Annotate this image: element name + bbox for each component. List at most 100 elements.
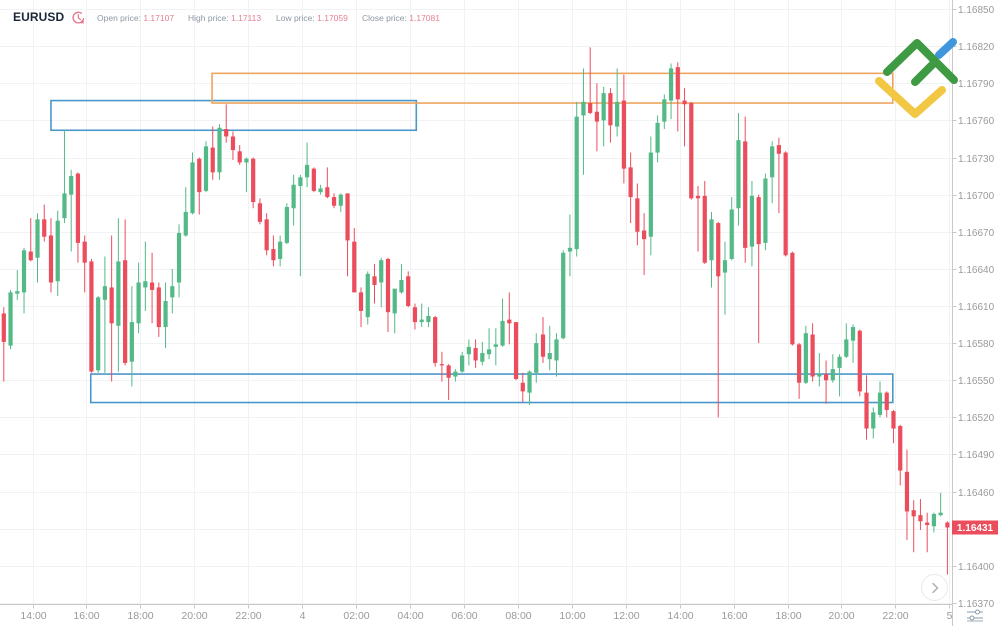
- candle-body: [628, 167, 633, 198]
- candle-body: [722, 260, 728, 273]
- candle-bearish: [790, 251, 795, 346]
- candle-bullish: [69, 169, 74, 252]
- candle-bearish: [857, 329, 862, 397]
- candle-body: [931, 513, 937, 527]
- candle-bearish: [689, 101, 694, 200]
- candle-body: [358, 292, 364, 311]
- candle-bullish: [648, 136, 653, 256]
- candle-bearish: [352, 228, 357, 293]
- low-price-label: Low price:: [276, 13, 315, 23]
- candle-body: [844, 339, 849, 357]
- candle-bullish: [877, 381, 883, 418]
- candle-body: [392, 288, 397, 314]
- candle-bearish: [797, 343, 802, 399]
- candle-bullish: [655, 115, 660, 163]
- candle-bullish: [143, 241, 148, 311]
- candle-body: [123, 260, 128, 363]
- candle-body: [554, 339, 559, 361]
- candle-bullish: [871, 407, 876, 439]
- clock-icon[interactable]: [71, 10, 86, 25]
- candle-bearish: [257, 198, 263, 225]
- time-tick-label: 18:00: [775, 610, 801, 622]
- candle-body: [581, 101, 586, 116]
- candle-bearish: [372, 263, 377, 304]
- candle-bearish: [621, 74, 626, 184]
- candle-body: [857, 330, 862, 392]
- time-tick-label: 04:00: [397, 610, 423, 622]
- candle-body: [898, 426, 903, 471]
- time-tick-label: 20:00: [181, 610, 207, 622]
- candle-body: [433, 317, 438, 363]
- candle-body: [109, 287, 114, 324]
- candle-body: [817, 374, 822, 377]
- time-tick-label: 22:00: [235, 610, 261, 622]
- open-price-label: Open price:: [97, 13, 141, 23]
- price-tick-label: 1.16850: [958, 5, 995, 16]
- candle-bearish: [412, 303, 418, 330]
- candle-bullish: [668, 63, 674, 120]
- support-zone[interactable]: [89, 373, 894, 404]
- candle-bullish: [379, 257, 384, 308]
- candle-body: [655, 122, 660, 153]
- candle-bearish: [695, 185, 701, 252]
- candle-body: [352, 241, 357, 293]
- candle-bullish: [116, 218, 121, 372]
- candle-bullish: [244, 157, 249, 193]
- time-axis[interactable]: 14:00 16:00 18:00 20:00 22:00 4 02:00 04:00 06:0…: [20, 610, 952, 622]
- candle-bullish: [581, 68, 586, 175]
- candle-body: [291, 184, 296, 209]
- candle-bearish: [810, 323, 815, 382]
- resistance-zone-left[interactable]: [50, 99, 418, 132]
- time-tick-label: 4: [300, 610, 306, 622]
- candle-bullish: [365, 271, 370, 325]
- scroll-to-latest-button[interactable]: [921, 574, 948, 601]
- candle-bearish: [588, 47, 593, 115]
- candle-body: [904, 471, 910, 512]
- close-price-value: 1.17081: [409, 13, 440, 23]
- candle-body: [770, 146, 775, 178]
- candle-body: [918, 515, 923, 522]
- candle-bearish: [594, 83, 600, 152]
- candle-body: [695, 195, 701, 199]
- candle-body: [716, 223, 721, 277]
- candle-body: [264, 219, 269, 251]
- candle-bearish: [82, 235, 87, 293]
- candle-bullish: [480, 341, 485, 366]
- candle-bearish: [446, 364, 451, 401]
- candle-body: [149, 282, 155, 290]
- candle-body: [473, 348, 478, 361]
- candle-bullish: [453, 369, 458, 382]
- candle-body: [372, 276, 377, 285]
- candle-bullish: [55, 210, 60, 297]
- candle-body: [69, 176, 74, 195]
- chart-settings-button[interactable]: [965, 608, 985, 622]
- candle-bearish: [628, 152, 633, 224]
- candle-body: [15, 291, 20, 294]
- candle-bullish: [284, 203, 289, 245]
- candle-bullish: [170, 268, 175, 314]
- candle-bearish: [608, 88, 613, 143]
- symbol-label[interactable]: EURUSD: [13, 10, 65, 24]
- resistance-zone-top[interactable]: [211, 72, 894, 104]
- candle-body: [197, 158, 202, 193]
- candle-body: [96, 297, 101, 371]
- candle-body: [743, 141, 748, 248]
- candle-body: [460, 355, 465, 372]
- high-price: High price: 1.17113: [188, 13, 261, 23]
- candle-bullish: [534, 333, 539, 383]
- brand-logo: [875, 38, 958, 118]
- logo-green-inner-stroke: [911, 60, 937, 86]
- candle-bearish: [891, 409, 896, 444]
- last-price-badge-bg: [952, 520, 998, 535]
- candle-body: [790, 252, 795, 345]
- drawn-zones: [50, 72, 894, 404]
- candle-body: [480, 353, 485, 362]
- candle-body: [938, 512, 943, 516]
- candle-bearish: [513, 322, 519, 381]
- candle-body: [601, 93, 606, 121]
- price-axis[interactable]: 1.16850 1.16820 1.16790 1.16760 1.16730 1.167…: [958, 5, 995, 610]
- candle-bullish: [35, 213, 40, 283]
- close-price-label: Close price:: [362, 13, 407, 23]
- candle-bearish: [439, 351, 444, 382]
